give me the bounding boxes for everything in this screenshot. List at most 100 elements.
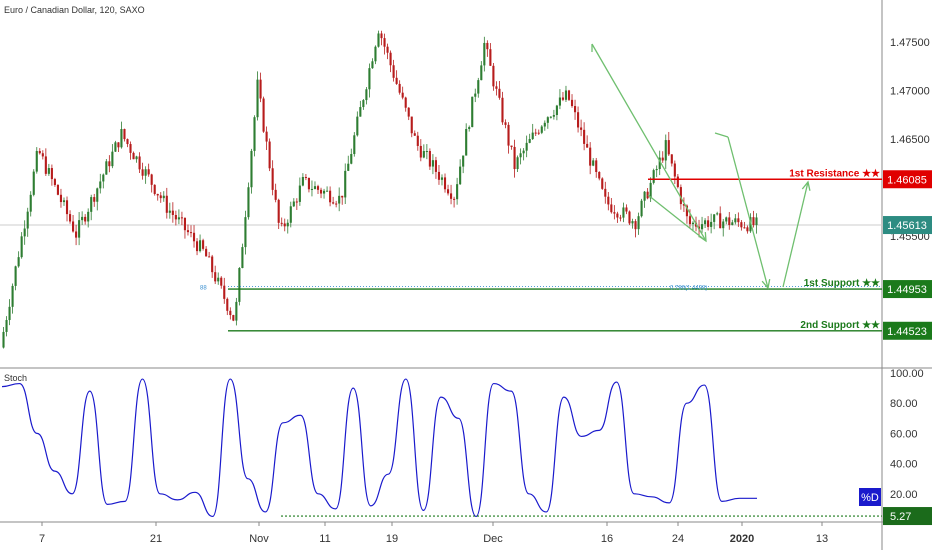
candle-body (407, 107, 410, 117)
candle-body (649, 182, 652, 199)
candle-body (75, 231, 78, 238)
candle-body (159, 195, 162, 199)
candle-body (580, 127, 583, 130)
candle-body (353, 135, 356, 155)
time-tick-label: 16 (601, 533, 613, 545)
forecast-up-arrow (782, 181, 809, 288)
candle-body (446, 189, 450, 194)
candle-body (186, 230, 190, 233)
current-price-tag-bg (883, 216, 932, 235)
candle-body (607, 196, 610, 205)
candle-body (120, 129, 123, 148)
candle-body (704, 220, 707, 225)
price-tick-label: 1.47000 (890, 86, 930, 98)
candle-body (725, 217, 728, 222)
candle-body (392, 65, 395, 78)
chart-title: Euro / Canadian Dollar, 120, SAXO (4, 5, 145, 15)
candle-body (688, 216, 692, 225)
candle-body (374, 46, 377, 62)
current-price-tag: 1.45613 (883, 216, 932, 235)
candle-body (68, 214, 72, 222)
candle-body (244, 217, 247, 248)
candle-body (304, 177, 307, 179)
candle-body (728, 217, 731, 226)
candle-body (495, 86, 498, 89)
candle-body (365, 89, 368, 101)
candle-body (558, 97, 561, 106)
candle-body (87, 211, 90, 222)
candle-body (613, 212, 616, 214)
candle-body (616, 213, 619, 218)
candle-body (265, 131, 268, 142)
candle-body (132, 152, 135, 160)
candle-body (676, 176, 679, 188)
candle-body (347, 163, 350, 171)
pattern-line-upper (591, 43, 707, 242)
pattern-line-lower (647, 194, 707, 242)
candle-body (592, 160, 595, 166)
candle-body (462, 155, 465, 167)
candle-body (453, 198, 456, 200)
candle-body (619, 217, 622, 219)
fib-label-right: 0.786(1.4498) (670, 285, 707, 291)
candle-body (241, 247, 244, 269)
candle-body (670, 154, 673, 164)
candle-body (223, 285, 226, 299)
candle-body (162, 195, 165, 199)
candle-body (700, 224, 704, 230)
level-price-tag-text: 1.44523 (887, 326, 927, 338)
level-price-tag-text: 1.46085 (887, 174, 927, 186)
candle-body (14, 266, 17, 286)
candle-body (171, 210, 174, 215)
candle-body (247, 187, 250, 218)
candle-body (105, 161, 108, 175)
candle-body (480, 65, 483, 81)
candle-body (23, 228, 26, 237)
stoch-title: Stoch (4, 373, 27, 383)
level-label: 2nd Support ★★ (800, 320, 880, 331)
candle-body (552, 115, 555, 117)
candle-body (11, 285, 14, 307)
price-pane[interactable] (2, 30, 758, 349)
candle-body (99, 181, 102, 189)
candle-body (156, 193, 159, 196)
candle-body (56, 184, 60, 195)
candle-body (62, 200, 66, 203)
candle-body (138, 156, 141, 170)
candle-body (114, 142, 117, 152)
candle-body (628, 211, 631, 224)
candle-body (344, 170, 347, 198)
time-tick-label: Dec (483, 533, 503, 545)
candle-body (410, 116, 413, 134)
candle-body (72, 221, 75, 232)
candle-body (456, 184, 459, 200)
candle-body (271, 168, 274, 190)
candle-body (192, 232, 196, 242)
candle-body (422, 151, 425, 158)
candle-body (359, 107, 362, 117)
candle-body (310, 188, 314, 190)
candle-body (383, 38, 386, 47)
stoch-tick-label: 40.00 (890, 459, 918, 471)
candle-body (743, 227, 746, 229)
candle-body (29, 194, 32, 212)
candle-body (716, 213, 719, 215)
candle-body (416, 135, 419, 146)
candle-body (710, 221, 713, 227)
candle-body (516, 157, 519, 170)
candle-body (195, 241, 199, 252)
candle-body (673, 163, 676, 177)
level-price-tag: 1.44523 (883, 321, 932, 340)
candle-body (540, 126, 543, 133)
candle-body (371, 61, 374, 69)
candle-body (398, 83, 401, 93)
candle-body (280, 222, 283, 224)
stoch-pane[interactable] (1, 378, 882, 518)
candle-body (84, 216, 87, 222)
candle-body (199, 240, 202, 252)
candle-body (492, 65, 495, 87)
candle-body (386, 46, 389, 53)
candle-body (313, 186, 317, 189)
